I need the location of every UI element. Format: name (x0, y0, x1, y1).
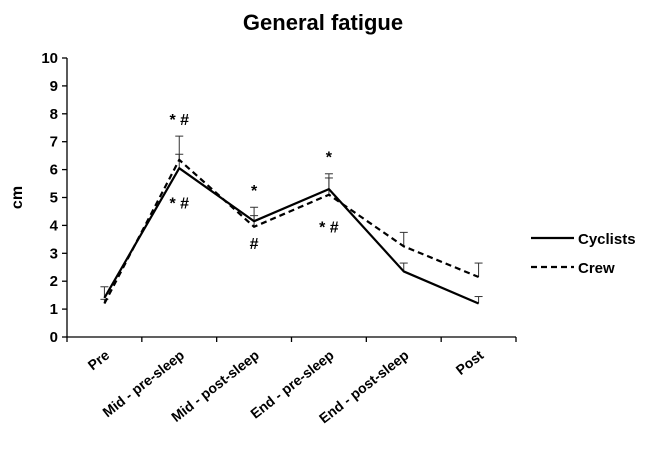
significance-marker: # (250, 236, 259, 253)
y-tick-label: 7 (50, 134, 58, 151)
y-axis-label: cm (9, 186, 26, 209)
y-tick-label: 0 (50, 329, 58, 346)
y-tick-label: 2 (50, 273, 58, 290)
x-tick-label: Pre (85, 347, 113, 374)
y-tick-label: 10 (41, 50, 58, 67)
significance-marker: * (251, 183, 258, 200)
significance-marker: * (326, 150, 333, 167)
significance-marker: * # (169, 112, 189, 129)
annotations: * # * # * # * * # (169, 112, 338, 253)
series-lines (103, 158, 480, 305)
legend-label-cyclists: Cyclists (578, 231, 636, 248)
series-line-crew (103, 158, 480, 305)
y-tick-label: 6 (50, 162, 58, 179)
significance-marker: * # (169, 196, 189, 213)
y-tick-label: 3 (50, 245, 58, 262)
y-tick-label: 4 (50, 217, 59, 234)
y-tick-label: 9 (50, 78, 58, 95)
chart-title: General fatigue (243, 10, 403, 35)
x-tick-label: Post (453, 347, 487, 378)
significance-marker: * # (319, 219, 339, 236)
y-tick-label: 1 (50, 301, 58, 318)
y-tick-label: 5 (50, 190, 58, 207)
legend-label-crew: Crew (578, 260, 615, 277)
series-line-cyclists (103, 167, 480, 305)
y-tick-label: 8 (50, 106, 58, 123)
error-bars (100, 135, 483, 304)
legend: Cyclists Crew (531, 231, 636, 277)
